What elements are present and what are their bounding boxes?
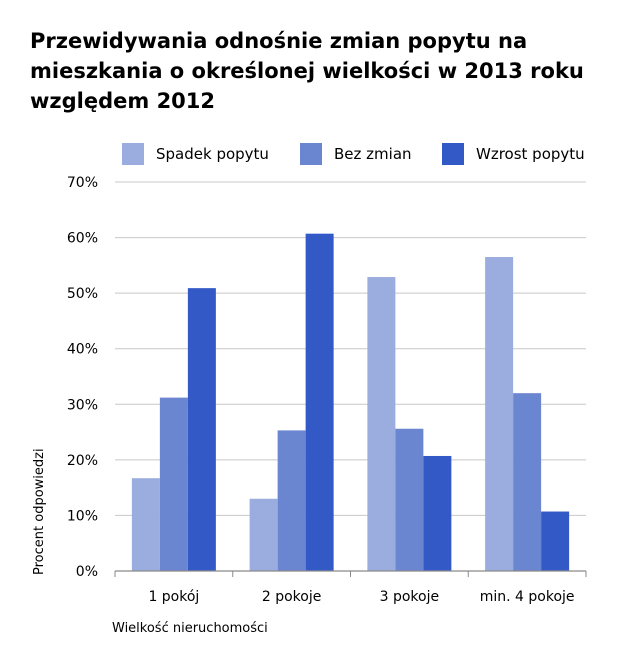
y-axis-title: Procent odpowiedzi <box>32 448 47 575</box>
y-tick-label: 10% <box>67 508 98 524</box>
x-axis: 1 pokój 2 pokoje 3 pokoje min. 4 pokoje <box>114 570 587 605</box>
bar <box>249 498 278 571</box>
y-tick-label: 60% <box>67 231 98 247</box>
bar <box>367 277 396 571</box>
bars <box>131 233 570 571</box>
y-tick-label: 70% <box>67 175 98 191</box>
x-tick-label: 1 pokój <box>148 589 199 605</box>
y-axis-ticks: 0% 10% 20% 30% 40% 50% 60% 70% <box>67 175 98 580</box>
x-axis-title: Wielkość nieruchomości <box>112 621 268 636</box>
bar <box>513 393 542 571</box>
bar <box>485 257 514 571</box>
bar <box>305 233 334 571</box>
x-tick-label: 2 pokoje <box>262 589 322 605</box>
bar <box>187 288 216 571</box>
bar <box>277 430 306 571</box>
bar <box>541 511 570 571</box>
bar <box>395 428 424 571</box>
y-tick-label: 0% <box>76 564 98 580</box>
y-tick-label: 20% <box>67 453 98 469</box>
bar <box>131 478 160 571</box>
y-tick-label: 30% <box>67 397 98 413</box>
y-tick-label: 50% <box>67 286 98 302</box>
bar <box>423 455 452 571</box>
y-tick-label: 40% <box>67 342 98 358</box>
bar <box>159 397 188 571</box>
chart-title: Przewidywania odnośnie zmian popytu na m… <box>30 29 584 113</box>
x-tick-label: min. 4 pokoje <box>480 589 575 605</box>
x-tick-label: 3 pokoje <box>380 589 440 605</box>
